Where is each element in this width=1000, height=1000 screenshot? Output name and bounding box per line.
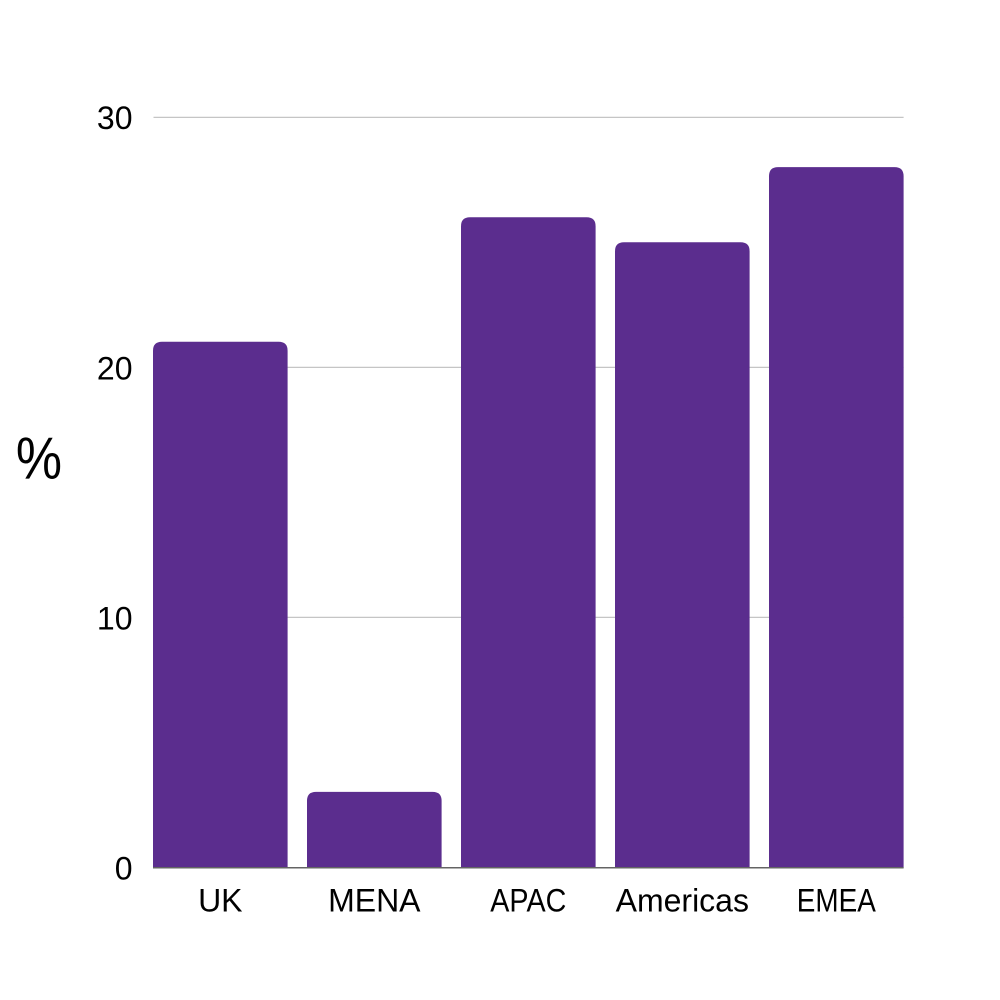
svg-text:APAC: APAC xyxy=(490,882,566,918)
svg-text:Americas: Americas xyxy=(616,882,749,918)
svg-text:MENA: MENA xyxy=(328,882,421,918)
svg-text:%: % xyxy=(16,426,62,492)
svg-text:UK: UK xyxy=(198,882,242,918)
svg-text:30: 30 xyxy=(97,100,133,136)
svg-text:EMEA: EMEA xyxy=(797,882,877,918)
svg-text:0: 0 xyxy=(115,851,133,887)
svg-text:20: 20 xyxy=(97,351,133,387)
svg-text:10: 10 xyxy=(97,601,133,637)
